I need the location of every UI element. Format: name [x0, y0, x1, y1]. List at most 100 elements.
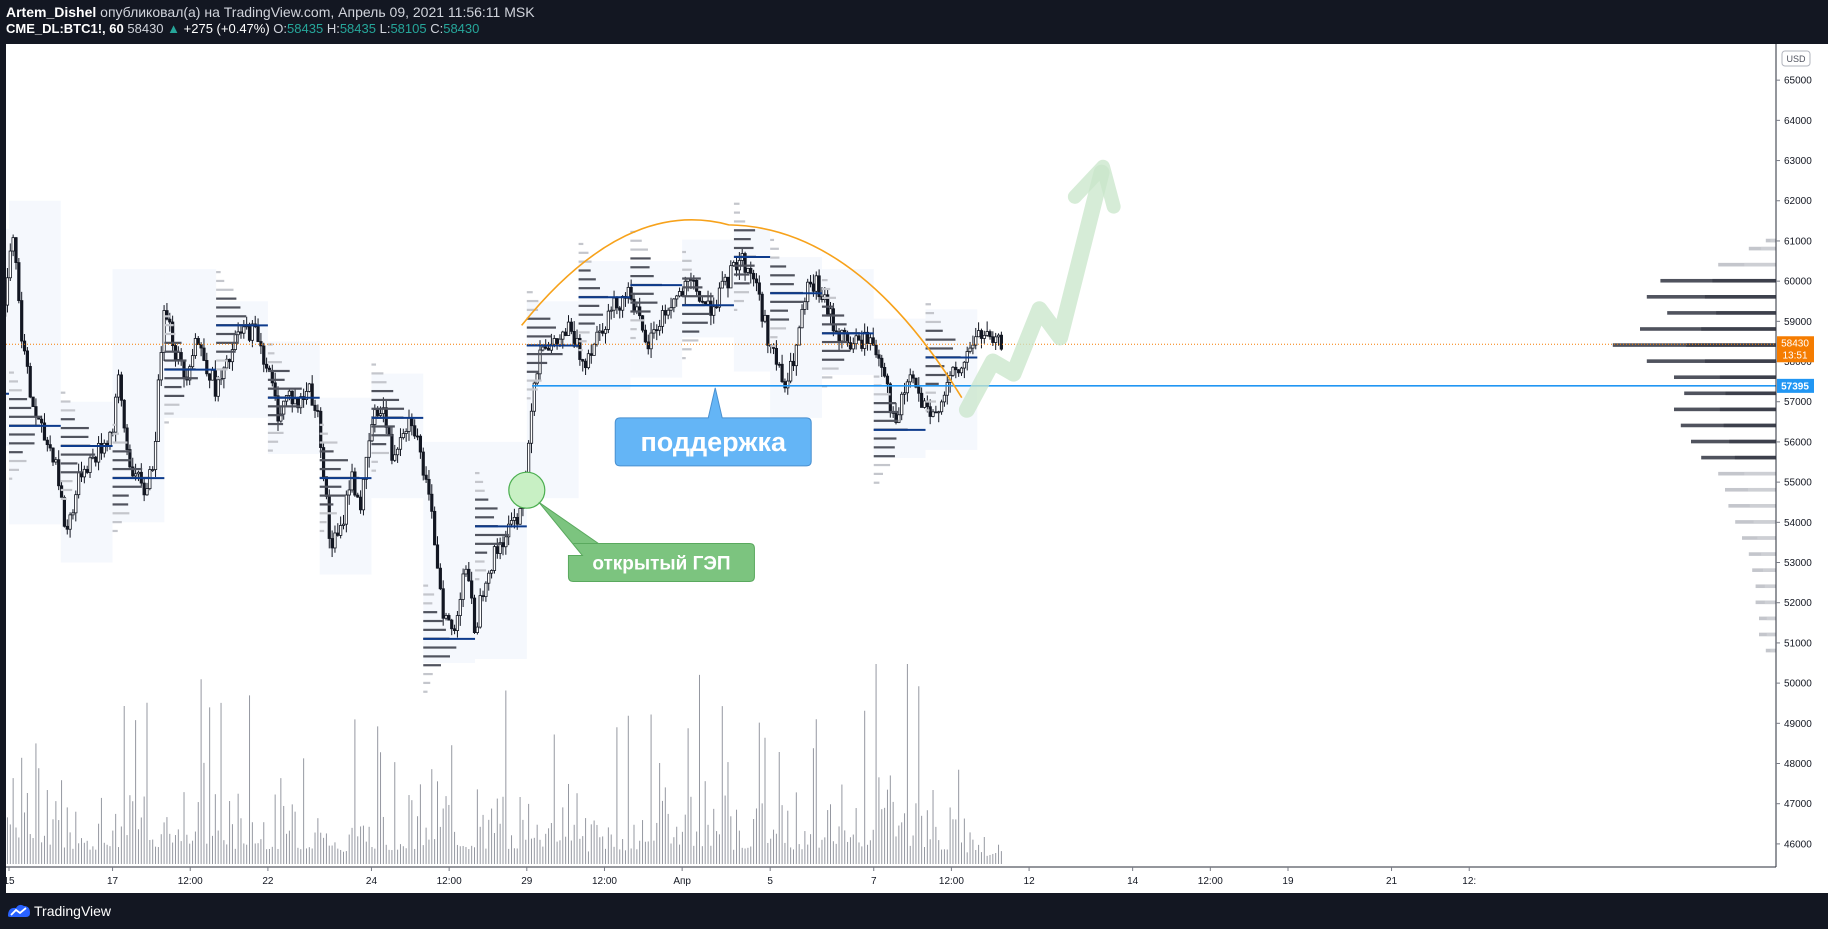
candle-body — [398, 437, 403, 450]
candle-body — [447, 615, 451, 621]
gap-callout[interactable]: открытый ГЭП — [538, 501, 755, 583]
currency-label: USD — [1786, 54, 1806, 64]
gap-marker[interactable] — [508, 471, 546, 509]
candle-body — [578, 337, 582, 360]
tradingview-logo-icon — [8, 904, 30, 917]
candle-body — [606, 310, 610, 330]
time-tick-label: 12 — [1024, 876, 1036, 887]
session-profile-row — [630, 319, 645, 322]
candle-body — [908, 374, 912, 383]
candle-body — [706, 300, 710, 305]
session-profile-row — [371, 363, 377, 366]
time-tick-label: 12:00 — [592, 876, 617, 887]
session-profile-row — [164, 421, 169, 424]
volume-profile-row-part — [1701, 327, 1776, 331]
price-axis[interactable] — [1776, 44, 1828, 893]
session-profile-row — [60, 453, 96, 456]
candle-body — [968, 347, 972, 352]
session-profile-row — [578, 269, 591, 272]
session-profile-row — [578, 251, 589, 254]
candle-body — [649, 332, 653, 350]
candle-body — [774, 347, 778, 365]
candle-body — [612, 297, 616, 311]
session-profile-row — [925, 303, 931, 306]
candle-body — [333, 532, 337, 549]
session-profile-row — [60, 471, 83, 474]
session-profile-row — [216, 279, 225, 283]
candle-body — [937, 411, 941, 414]
support-callout[interactable]: поддержка — [614, 387, 812, 467]
candle-body — [544, 346, 548, 349]
session-profile-row — [319, 512, 337, 515]
candle-body — [976, 330, 981, 338]
candle-body — [501, 542, 505, 548]
currency-badge[interactable]: USD — [1781, 50, 1811, 67]
candle-body — [854, 335, 858, 345]
open-label: O: — [273, 21, 288, 36]
candle-body — [754, 278, 759, 284]
session-profile-row — [733, 308, 738, 311]
session-profile-row — [60, 426, 89, 430]
session-profile-row — [60, 391, 66, 394]
session-profile-row — [925, 409, 930, 412]
candle-body — [714, 306, 719, 309]
candle-body — [621, 296, 625, 311]
footer-brand[interactable]: TradingView — [34, 903, 112, 919]
candle-body — [979, 330, 984, 339]
candle-body — [618, 307, 622, 311]
session-profile-row — [9, 389, 22, 392]
candle-body — [299, 396, 303, 409]
author-name[interactable]: Artem_Dishel — [6, 4, 97, 20]
candle-body — [344, 494, 348, 525]
rounding-top-arc[interactable] — [521, 219, 963, 399]
candle-body — [974, 336, 978, 346]
candle-body — [68, 514, 72, 530]
candle-body — [199, 344, 203, 349]
candle-body — [598, 330, 602, 333]
chart-header: Artem_Dishel опубликовал(а) на TradingVi… — [0, 0, 1828, 44]
session-profile-row — [9, 371, 14, 374]
time-tick-label: 12:00 — [178, 876, 203, 887]
candle-body — [162, 310, 166, 353]
session-profile-row — [475, 489, 485, 492]
session-profile-row — [60, 462, 78, 465]
time-tick-label: 15 — [3, 876, 15, 887]
volume-profile-row-part — [1704, 359, 1776, 363]
candle-body — [470, 580, 474, 599]
last-price-badge: 58430 13:51 — [1777, 336, 1814, 363]
session-profile-row — [682, 250, 687, 254]
candle-body — [378, 413, 383, 416]
candle-body — [25, 350, 29, 367]
price-chart[interactable]: поддержка открытый ГЭП 46000 47000 48000 49… — [0, 44, 1828, 893]
candle-body — [877, 354, 881, 359]
session-profile-row — [873, 375, 880, 378]
candle-body — [484, 582, 488, 598]
session-profile-row — [578, 331, 590, 334]
candle-body — [213, 369, 217, 397]
time-tick-label: 14 — [1127, 876, 1139, 887]
candle-body — [376, 409, 380, 416]
session-profile-row — [60, 418, 75, 421]
candle-body — [905, 381, 909, 394]
session-profile-row — [9, 477, 13, 480]
candle-body — [116, 374, 121, 398]
candle-body — [54, 459, 58, 463]
candle-body — [515, 516, 519, 525]
candle-body — [102, 442, 106, 454]
candle-body — [646, 341, 650, 350]
volume-profile-row-part — [1764, 584, 1776, 589]
session-profile-row — [733, 264, 755, 267]
trend-arrow[interactable] — [958, 159, 1121, 418]
session-profile-row — [630, 310, 651, 313]
candle-body — [726, 276, 730, 289]
candle-body — [370, 424, 374, 442]
candle-body — [82, 468, 86, 478]
price-tick-label: 52000 — [1784, 598, 1812, 609]
session-profile-row — [9, 433, 35, 436]
candle-body — [928, 406, 932, 417]
candle-body — [393, 454, 397, 461]
time-axis[interactable] — [0, 867, 1776, 893]
candle-body — [40, 418, 44, 424]
session-profile-row — [733, 273, 750, 276]
session-profile-row — [475, 533, 509, 537]
